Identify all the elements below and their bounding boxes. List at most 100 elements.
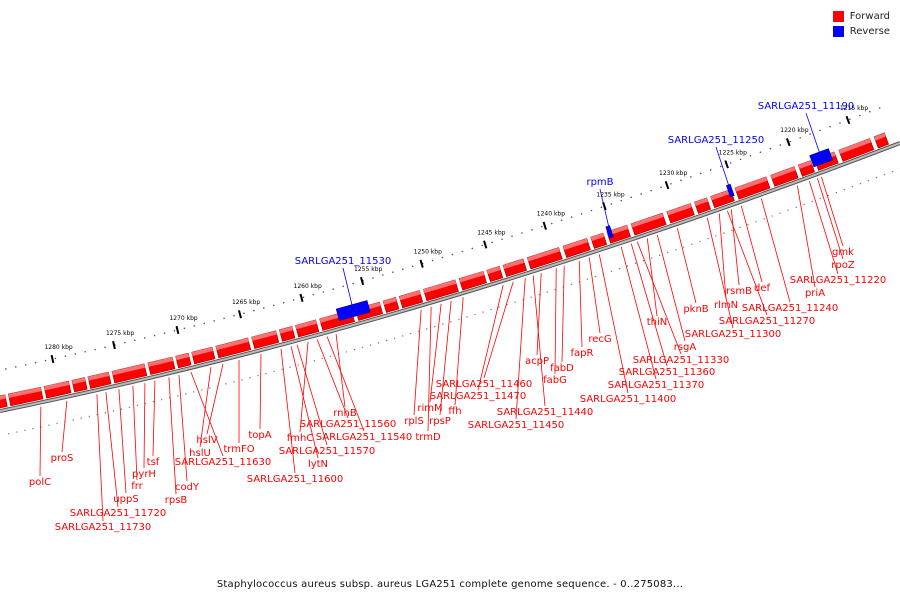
- scale-dot: [372, 277, 374, 279]
- scale-dot: [819, 129, 821, 132]
- forward-gene-label: SARLGA251_11630: [175, 457, 271, 468]
- scale-dot: [282, 301, 285, 304]
- scale-dot: [24, 363, 27, 366]
- scale-dot: [401, 268, 404, 271]
- inner-scale-dot: [112, 410, 115, 412]
- scale-tick: [175, 325, 180, 335]
- scale-dot: [749, 155, 752, 157]
- inner-scale-dot: [883, 173, 886, 176]
- forward-gene-label: rsmB: [726, 286, 752, 297]
- scale-dot: [163, 332, 166, 334]
- forward-leader-line: [532, 275, 546, 407]
- inner-scale-dot: [699, 240, 701, 243]
- map-caption: Staphylococcus aureus subsp. aureus LGA2…: [216, 579, 684, 590]
- forward-gene-highlight: [251, 330, 277, 341]
- forward-gene-block: [666, 203, 695, 224]
- inner-scale-dot: [819, 197, 821, 200]
- scale-dot: [699, 172, 702, 175]
- forward-leader-line: [561, 265, 565, 363]
- forward-gene-label: SARLGA251_11570: [279, 446, 375, 457]
- scale-dot: [789, 140, 792, 143]
- forward-gene-label: SARLGA251_11400: [580, 394, 676, 405]
- inner-scale-dot: [634, 262, 637, 265]
- scale-dot: [501, 238, 503, 241]
- scale-dot: [769, 147, 772, 150]
- forward-gene-highlight: [502, 258, 525, 269]
- inner-scale-dot: [152, 400, 155, 403]
- inner-scale-dot: [466, 316, 468, 318]
- inner-scale-dot: [763, 218, 765, 220]
- inner-scale-dot: [691, 243, 693, 245]
- forward-gene-block: [873, 132, 889, 149]
- scale-dot: [34, 361, 37, 364]
- forward-gene-highlight: [694, 197, 709, 206]
- inner-scale-dot: [787, 209, 789, 211]
- inner-scale-dot: [24, 429, 26, 432]
- scale-dot: [491, 241, 493, 244]
- forward-gene-label: SARLGA251_11460: [436, 379, 532, 390]
- scale-dot: [302, 296, 305, 299]
- scale-tick-label: 1225 kbp: [719, 149, 747, 156]
- inner-scale-dot: [642, 259, 645, 262]
- scale-dot: [193, 325, 196, 327]
- forward-gene-block: [838, 138, 875, 162]
- scale-dot: [610, 203, 613, 205]
- forward-leader-line: [132, 385, 138, 481]
- inner-scale-dot: [88, 415, 90, 418]
- forward-gene-label: lytN: [308, 459, 328, 470]
- inner-scale-dot: [426, 328, 428, 330]
- forward-gene-label: SARLGA251_11540: [316, 432, 412, 443]
- inner-scale-dot: [56, 422, 58, 425]
- inner-scale-dot: [458, 318, 460, 321]
- inner-scale-dot: [610, 270, 613, 273]
- scale-dot: [461, 250, 464, 253]
- forward-gene-block: [526, 247, 563, 270]
- inner-scale-dot: [658, 254, 661, 256]
- forward-gene-label: frr: [131, 481, 143, 492]
- forward-leader-line: [39, 406, 42, 477]
- forward-gene-highlight: [874, 132, 886, 141]
- inner-scale-dot: [875, 176, 878, 179]
- scale-dot: [481, 244, 484, 247]
- forward-leader-line: [413, 309, 422, 416]
- inner-scale-dot: [409, 332, 412, 335]
- inner-scale-dot: [482, 311, 484, 313]
- inner-scale-dot: [265, 372, 267, 375]
- forward-leader-line: [598, 254, 629, 394]
- inner-scale-dot: [209, 387, 211, 389]
- forward-leader-line: [168, 377, 177, 495]
- forward-gene-block: [797, 160, 815, 177]
- forward-gene-highlight: [295, 319, 317, 330]
- scale-dot: [680, 179, 682, 182]
- reverse-gene-label: rpmB: [586, 177, 613, 188]
- reverse-leader-line: [599, 188, 612, 236]
- forward-gene-label: SARLGA251_11330: [633, 355, 729, 366]
- inner-scale-dot: [755, 221, 757, 223]
- forward-leader-line: [536, 273, 542, 356]
- inner-scale-dot: [32, 427, 34, 430]
- forward-leader-line: [190, 371, 224, 457]
- scale-tick-label: 1270 kbp: [169, 315, 197, 322]
- forward-gene-highlight: [399, 290, 421, 301]
- inner-scale-dot: [859, 182, 862, 185]
- forward-leader-line: [280, 348, 296, 474]
- forward-gene-highlight: [770, 166, 796, 179]
- forward-leader-line: [427, 306, 432, 432]
- scale-dot: [590, 209, 593, 212]
- inner-scale-dot: [538, 293, 540, 296]
- scale-dot: [143, 337, 146, 339]
- forward-gene-highlight: [71, 377, 86, 385]
- scale-dot: [253, 309, 255, 312]
- forward-leader-line: [326, 336, 365, 432]
- scale-dot: [620, 199, 623, 202]
- inner-scale-dot: [160, 399, 163, 401]
- scale-dot: [640, 193, 642, 195]
- forward-gene-label: SARLGA251_11470: [430, 391, 526, 402]
- scale-dot: [411, 265, 414, 268]
- forward-leader-line: [118, 389, 127, 494]
- scale-dot: [44, 359, 47, 362]
- forward-gene-highlight: [459, 271, 485, 283]
- forward-leader-line: [808, 181, 839, 275]
- scale-dot: [809, 133, 811, 135]
